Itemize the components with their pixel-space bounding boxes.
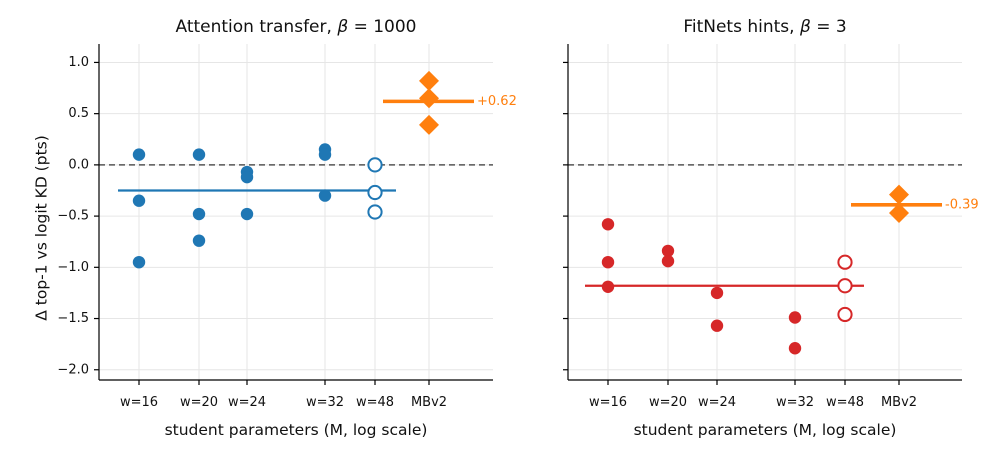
data-point-diamond xyxy=(419,114,439,135)
panel-title: FitNets hints, β = 3 xyxy=(683,17,846,37)
x-axis-label: student parameters (M, log scale) xyxy=(634,421,897,439)
y-tick-label: −0.5 xyxy=(57,209,89,224)
data-point-open xyxy=(367,184,383,201)
data-point-open xyxy=(367,204,383,220)
data-point xyxy=(710,319,724,332)
data-point xyxy=(240,170,254,184)
y-tick-label: 0.5 xyxy=(68,106,89,121)
data-point xyxy=(601,280,615,293)
data-point xyxy=(661,244,675,258)
panel-title-text: Attention transfer, xyxy=(176,17,338,37)
data-point xyxy=(240,207,254,221)
x-tick-label: MBv2 xyxy=(411,395,447,410)
panel-title-text: FitNets hints, xyxy=(683,17,800,37)
x-tick-label: w=16 xyxy=(589,395,627,410)
x-tick-label: MBv2 xyxy=(881,395,917,410)
x-tick-label: w=48 xyxy=(356,395,394,410)
data-point xyxy=(788,311,802,324)
data-point-diamond xyxy=(419,88,439,109)
mean-delta-label: +0.62 xyxy=(477,94,517,109)
data-point xyxy=(601,218,615,231)
data-point xyxy=(192,207,206,221)
x-tick-label: w=16 xyxy=(120,395,158,410)
y-tick-label: 0.0 xyxy=(68,157,89,172)
panel-title: Attention transfer, β = 1000 xyxy=(176,17,417,37)
data-point-open xyxy=(837,306,853,323)
y-tick-label: −1.0 xyxy=(57,260,89,275)
data-point-diamond xyxy=(419,70,439,91)
data-point xyxy=(710,286,724,300)
x-tick-label: w=24 xyxy=(698,395,736,410)
data-point-open xyxy=(367,157,383,173)
data-point xyxy=(132,255,146,269)
x-tick-label: w=24 xyxy=(228,395,266,410)
data-point xyxy=(192,234,206,247)
panel-attention-transfer: 1.0 0.5 0.0 −0.5 −1.0 −1.5 −2.0 w=16 w=20 w=24 w=3… xyxy=(57,17,516,439)
data-point xyxy=(788,342,802,355)
x-tick-label: w=20 xyxy=(649,395,687,410)
data-point-diamond xyxy=(889,203,909,224)
x-tick-label: w=20 xyxy=(180,395,218,410)
x-axis-label: student parameters (M, log scale) xyxy=(165,421,428,439)
data-point xyxy=(318,148,332,161)
y-tick-label: 1.0 xyxy=(68,55,89,70)
panel-fitnets-hints: w=16 w=20 w=24 w=32 w=48 MBv2 student paramete… xyxy=(563,17,979,439)
data-point-open xyxy=(837,278,853,294)
data-point xyxy=(192,148,206,161)
y-tick-label: −2.0 xyxy=(57,362,89,377)
y-axis-label: Δ top-1 vs logit KD (pts) xyxy=(33,135,51,321)
data-point xyxy=(661,254,675,268)
panel-title-beta: β xyxy=(336,17,348,37)
data-point xyxy=(132,148,146,161)
y-tick-label: −1.5 xyxy=(57,311,89,326)
data-point-diamond xyxy=(889,184,909,205)
panel-title-value: = 1000 xyxy=(348,17,416,37)
data-point xyxy=(318,189,332,202)
mean-delta-label: -0.39 xyxy=(945,197,979,212)
x-tick-label: w=32 xyxy=(306,395,344,410)
panel-title-value: = 3 xyxy=(811,17,847,37)
x-tick-label: w=48 xyxy=(826,395,864,410)
x-tick-label: w=32 xyxy=(776,395,814,410)
data-point xyxy=(601,255,615,269)
data-point-open xyxy=(837,254,853,270)
panel-title-beta: β xyxy=(799,17,811,37)
data-point xyxy=(132,194,146,207)
